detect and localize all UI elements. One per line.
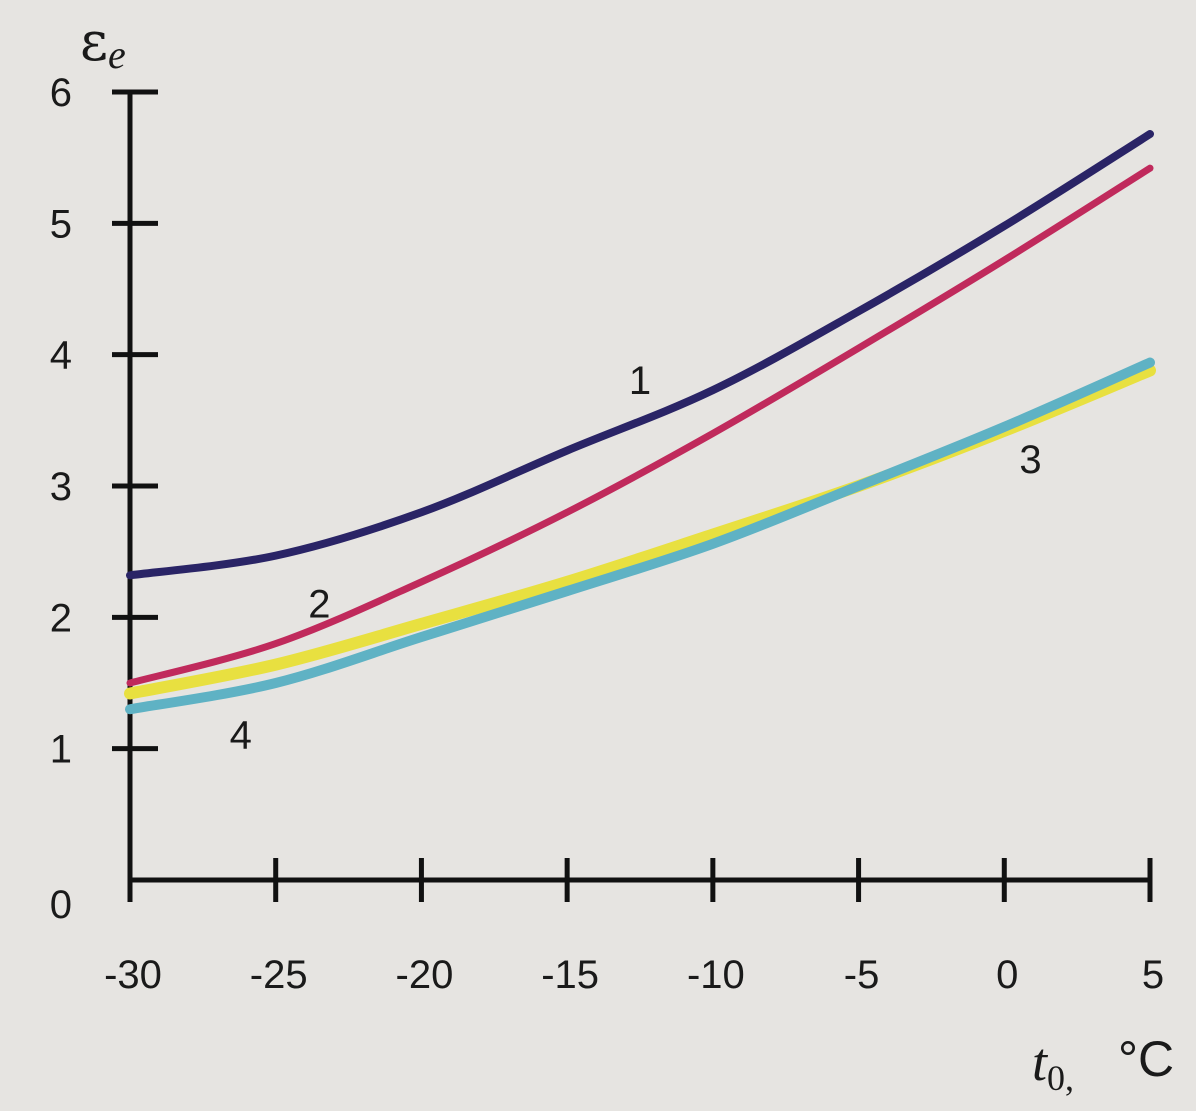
curve-label-2: 2: [308, 582, 330, 626]
series-line-1: [126, 130, 1154, 580]
x-axis-title: t0,: [1032, 1032, 1074, 1098]
y-tick-label: 0: [50, 883, 72, 927]
y-tick-label: 5: [50, 202, 72, 246]
x-axis-unit: °C: [1118, 1031, 1174, 1087]
x-tick-label: -30: [104, 953, 162, 997]
x-tick-label: -10: [687, 953, 745, 997]
x-axis-title-sub: 0,: [1047, 1058, 1074, 1098]
curve-label-4: 4: [230, 714, 252, 758]
curves: [124, 130, 1156, 715]
y-tick-label: 2: [50, 596, 72, 640]
y-tick-label: 6: [50, 71, 72, 115]
x-tick-label: -15: [541, 953, 599, 997]
x-axis-title-main: t: [1032, 1032, 1049, 1092]
y-tick-label: 3: [50, 465, 72, 509]
x-tick-label: 0: [996, 953, 1018, 997]
series-line-4: [125, 357, 1155, 715]
axes: 0 1 2 3 4 5 6 -30 -25 -20 -15 -10 -5 0 5: [50, 71, 1164, 997]
y-tick-label: 4: [50, 334, 72, 378]
x-tick-label: -5: [844, 953, 880, 997]
x-tick-label: -25: [250, 953, 308, 997]
x-tick-label: -20: [396, 953, 454, 997]
y-axis-title: εe: [80, 10, 126, 77]
series-line-2: [126, 164, 1154, 687]
y-tick-label: 1: [50, 728, 72, 772]
curve-label-3: 3: [1019, 438, 1041, 482]
y-axis-title-sub: e: [108, 32, 126, 77]
x-tick-label: 5: [1142, 953, 1164, 997]
labels: εe t0, °C 1 2 3 4: [80, 10, 1174, 1098]
curve-label-1: 1: [629, 359, 651, 403]
y-axis-title-main: ε: [80, 10, 108, 73]
